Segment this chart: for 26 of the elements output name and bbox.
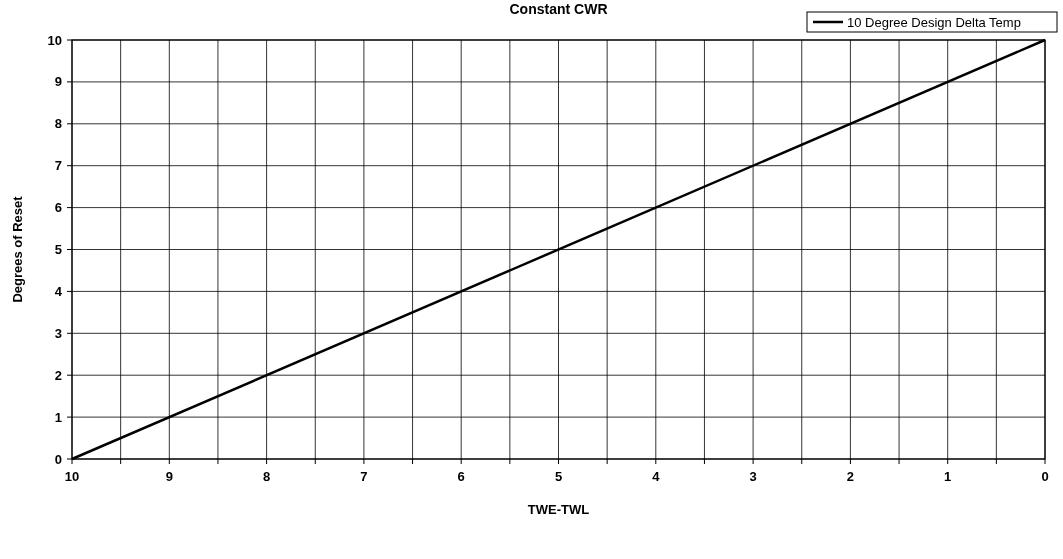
y-tick-label: 9 [54, 74, 62, 90]
x-tick-label: 10 [64, 469, 80, 484]
x-tick-label: 3 [749, 469, 757, 484]
y-tick-label: 2 [54, 367, 62, 383]
y-tick-label: 4 [54, 283, 63, 299]
x-tick-label: 4 [652, 469, 661, 484]
x-tick-label: 1 [944, 469, 952, 484]
y-tick-label: 0 [54, 451, 62, 467]
x-tick-label: 8 [262, 469, 271, 484]
y-tick-label: 3 [54, 325, 62, 341]
x-axis-title: TWE-TWL [527, 502, 590, 517]
x-tick-label: 9 [165, 469, 173, 484]
y-tick-label: 5 [54, 242, 62, 258]
y-tick-label: 6 [54, 200, 62, 216]
x-tick-label: 7 [360, 469, 368, 484]
y-tick-label: 1 [54, 409, 62, 425]
chart-title: Constant CWR [509, 1, 608, 17]
y-tick-label: 7 [54, 158, 62, 174]
y-axis-title: Degrees of Reset [10, 195, 25, 303]
x-tick-label: 0 [1041, 469, 1049, 484]
y-tick-label: 8 [54, 116, 62, 132]
legend-label: 10 Degree Design Delta Temp [847, 14, 1021, 30]
x-tick-label: 5 [554, 469, 563, 484]
y-tick-label: 10 [47, 32, 62, 48]
x-tick-label: 6 [457, 469, 465, 484]
x-tick-label: 2 [846, 469, 855, 484]
